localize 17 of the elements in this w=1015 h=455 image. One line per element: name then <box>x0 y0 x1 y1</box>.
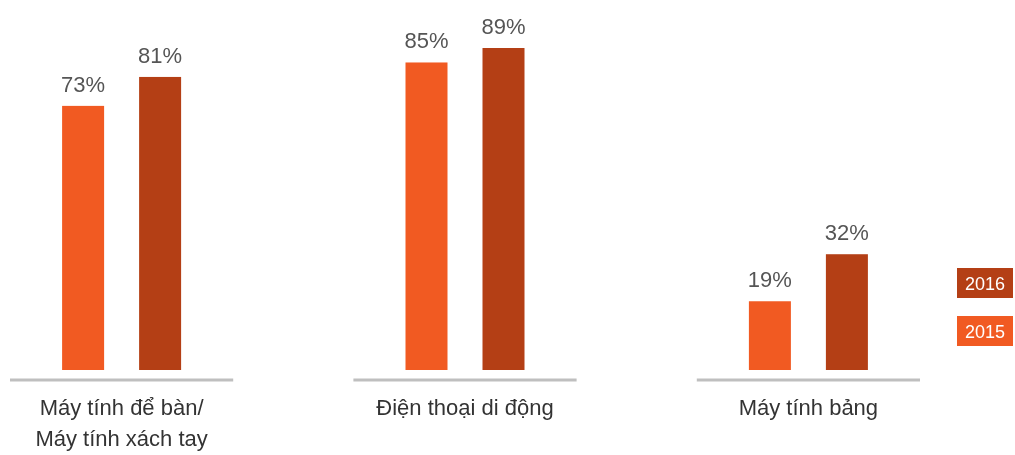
data-label: 19% <box>747 267 792 293</box>
x-tick-label: Điện thoại di động <box>376 395 554 420</box>
data-label: 85% <box>404 28 449 54</box>
bar <box>825 254 868 370</box>
text: 2016 <box>964 274 1006 294</box>
text: 2015 <box>964 322 1006 342</box>
x-tick-label: Máy tính bảng <box>738 395 879 420</box>
data-label: 81% <box>138 42 183 68</box>
bar <box>748 301 791 370</box>
data-label: 32% <box>824 220 869 246</box>
data-label: 89% <box>481 14 526 39</box>
bar <box>139 76 182 370</box>
data-label: 73% <box>61 71 106 97</box>
x-tick-label: Máy tính để bàn/ Máy tính xách tay <box>35 395 208 451</box>
bar <box>482 48 525 370</box>
bar <box>62 105 105 370</box>
bar <box>405 62 448 370</box>
